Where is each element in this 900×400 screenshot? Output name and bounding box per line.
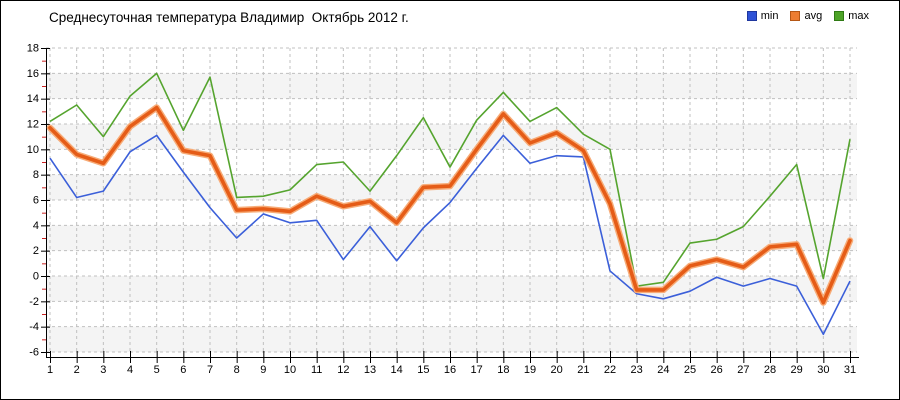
svg-text:17: 17 bbox=[471, 364, 483, 376]
svg-text:1: 1 bbox=[47, 364, 53, 376]
svg-text:13: 13 bbox=[364, 364, 376, 376]
svg-text:-6: -6 bbox=[29, 347, 39, 359]
svg-text:15: 15 bbox=[417, 364, 429, 376]
svg-text:7: 7 bbox=[207, 364, 213, 376]
legend-item-min: min bbox=[746, 10, 779, 22]
svg-text:4: 4 bbox=[127, 364, 133, 376]
svg-text:-4: -4 bbox=[29, 321, 39, 333]
svg-text:14: 14 bbox=[27, 93, 39, 105]
svg-text:30: 30 bbox=[817, 364, 829, 376]
svg-text:8: 8 bbox=[33, 169, 39, 181]
svg-text:6: 6 bbox=[180, 364, 186, 376]
legend: min avg max bbox=[746, 10, 869, 22]
y-axis-labels: 18 16 14 12 10 8 6 4 2 0 -2 -4 -6 bbox=[27, 43, 39, 359]
x-axis-labels: 1 2 3 4 5 6 7 8 9 10 11 12 13 14 15 16 17 18 19 20 21 22 23 24 2… bbox=[47, 364, 856, 376]
svg-text:29: 29 bbox=[791, 364, 803, 376]
svg-text:3: 3 bbox=[100, 364, 106, 376]
svg-text:20: 20 bbox=[551, 364, 563, 376]
svg-text:27: 27 bbox=[737, 364, 749, 376]
min-series-swatch-icon bbox=[746, 11, 757, 21]
avg-line bbox=[48, 105, 852, 305]
legend-label-max: max bbox=[848, 10, 869, 22]
svg-text:2: 2 bbox=[33, 245, 39, 257]
svg-text:12: 12 bbox=[337, 364, 349, 376]
svg-text:16: 16 bbox=[444, 364, 456, 376]
svg-text:10: 10 bbox=[27, 144, 39, 156]
max-line bbox=[49, 72, 851, 287]
chart-title: Среднесуточная температура Владимир Октя… bbox=[49, 10, 409, 25]
svg-text:28: 28 bbox=[764, 364, 776, 376]
legend-item-avg: avg bbox=[790, 10, 822, 22]
svg-text:18: 18 bbox=[497, 364, 509, 376]
svg-text:31: 31 bbox=[844, 364, 856, 376]
max-series-swatch-icon bbox=[834, 11, 845, 21]
gridlines bbox=[46, 47, 857, 353]
svg-text:19: 19 bbox=[524, 364, 536, 376]
legend-label-avg: avg bbox=[804, 10, 823, 22]
x-axis-ticks bbox=[50, 351, 852, 363]
svg-text:0: 0 bbox=[33, 271, 39, 283]
svg-text:8: 8 bbox=[234, 364, 240, 376]
legend-label-min: min bbox=[760, 10, 779, 22]
plot-bands bbox=[46, 73, 857, 353]
svg-text:6: 6 bbox=[33, 195, 39, 207]
svg-text:14: 14 bbox=[391, 364, 403, 376]
svg-text:12: 12 bbox=[27, 119, 39, 131]
svg-text:10: 10 bbox=[284, 364, 296, 376]
svg-text:-2: -2 bbox=[29, 296, 39, 308]
svg-text:2: 2 bbox=[74, 364, 80, 376]
svg-text:21: 21 bbox=[577, 364, 589, 376]
svg-text:25: 25 bbox=[684, 364, 696, 376]
y-axis-ticks bbox=[41, 48, 50, 354]
avg-series-swatch-icon bbox=[790, 11, 801, 21]
svg-text:9: 9 bbox=[260, 364, 266, 376]
svg-text:16: 16 bbox=[27, 68, 39, 80]
svg-text:18: 18 bbox=[27, 43, 39, 55]
svg-text:4: 4 bbox=[33, 220, 39, 232]
svg-text:11: 11 bbox=[311, 364, 322, 376]
svg-text:26: 26 bbox=[711, 364, 723, 376]
svg-text:24: 24 bbox=[657, 364, 669, 376]
svg-text:5: 5 bbox=[154, 364, 160, 376]
min-line bbox=[49, 134, 851, 336]
svg-text:22: 22 bbox=[604, 364, 616, 376]
legend-item-max: max bbox=[834, 10, 869, 22]
svg-text:23: 23 bbox=[631, 364, 643, 376]
